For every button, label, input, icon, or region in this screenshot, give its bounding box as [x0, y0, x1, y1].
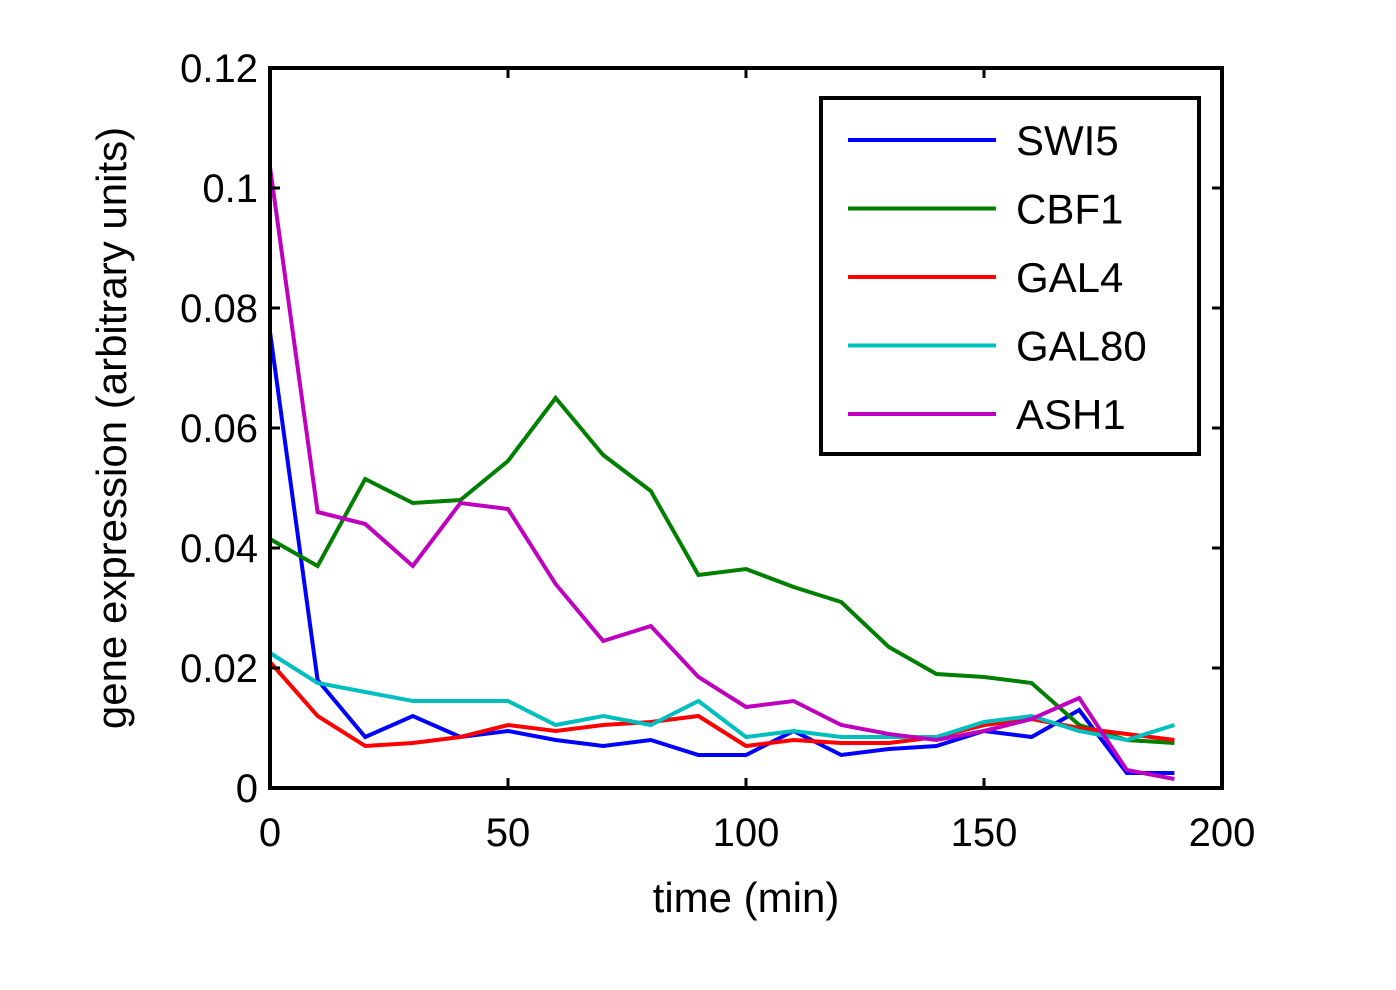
x-tick-label: 100	[713, 811, 780, 855]
series-layer	[268, 166, 1176, 781]
x-tick-label: 50	[486, 811, 531, 855]
legend-label-ash1: ASH1	[1016, 391, 1126, 438]
series-line-swi5	[268, 331, 1175, 775]
series-line-ash1	[268, 166, 1175, 781]
x-tick-label: 150	[951, 811, 1018, 855]
x-tick-label: 200	[1189, 811, 1256, 855]
y-tick-label: 0.1	[202, 167, 258, 211]
series-line-cbf1	[269, 394, 1175, 745]
y-tick-label: 0.04	[180, 527, 258, 571]
y-tick-label: 0.02	[180, 647, 258, 691]
y-axis-label: gene expression (arbitrary units)	[88, 127, 135, 729]
x-axis-label: time (min)	[653, 874, 840, 921]
legend-label-swi5: SWI5	[1016, 117, 1119, 164]
y-tick-label: 0.08	[180, 287, 258, 331]
legend-label-cbf1: CBF1	[1016, 186, 1123, 233]
legend: SWI5 CBF1 GAL4 GAL80 ASH1	[819, 96, 1201, 456]
y-tick-label: 0	[236, 767, 258, 811]
ticks-layer: 0 50 100 150 200 0 0.02 0.04 0.06 0.08 0.1 0.12	[180, 47, 1255, 855]
y-tick-label: 0.12	[180, 47, 258, 91]
x-tick-label: 0	[259, 811, 281, 855]
legend-label-gal4: GAL4	[1016, 254, 1123, 301]
series-line-gal80	[268, 651, 1176, 743]
legend-label-gal80: GAL80	[1016, 323, 1147, 370]
y-tick-label: 0.06	[180, 407, 258, 451]
